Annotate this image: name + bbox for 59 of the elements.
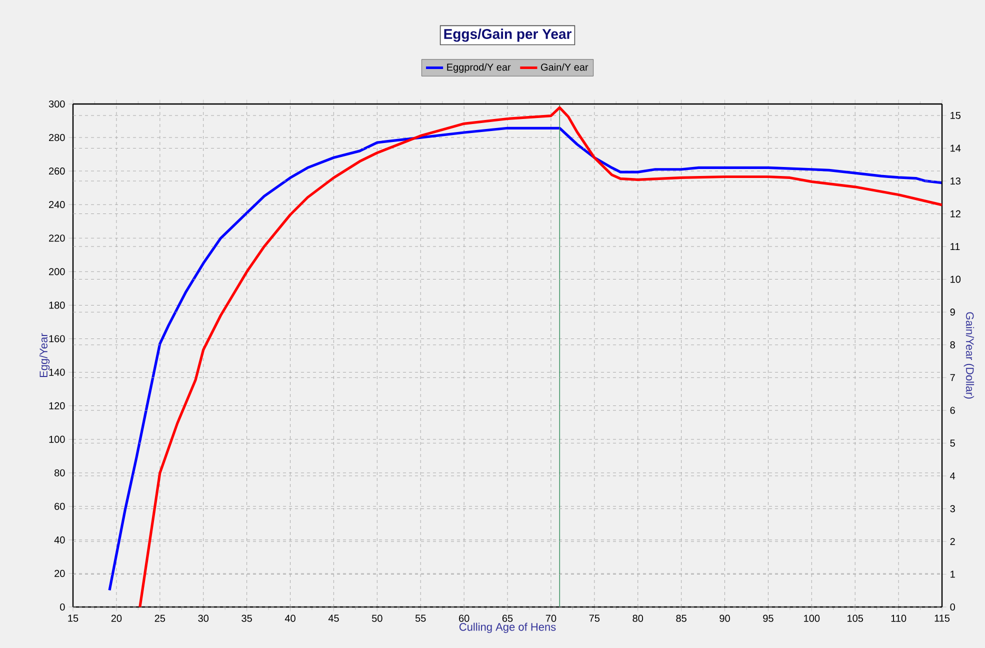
legend-label: Eggprod/Y ear [447,63,511,73]
x-tick-label: 55 [415,614,426,622]
x-tick-label: 95 [763,614,774,622]
y-tick-label: 260 [49,168,65,175]
x-tick-label: 50 [372,614,382,622]
y2-tick-label: 7 [950,374,955,382]
x-tick-label: 80 [632,614,644,622]
x-tick-label: 20 [111,614,122,622]
chart-title: Eggs/Gain per Year [444,28,572,42]
y-tick-label: 240 [49,201,65,208]
x-tick-label: 115 [934,614,950,622]
y2-tick-label: 1 [950,570,955,578]
y-tick-label: 180 [49,302,65,309]
x-tick-label: 65 [502,614,513,622]
x-tick-label: 110 [891,614,906,622]
y-tick-label: 160 [49,335,65,342]
x-tick-label: 30 [198,614,209,622]
y-tick-label: 80 [54,469,65,476]
y-axis-title: Egg/Year [39,333,50,378]
y-tick-label: 300 [48,100,65,108]
y2-tick-label: 13 [950,177,960,185]
x-tick-label: 25 [154,614,166,622]
x-tick-label: 90 [720,614,730,622]
y2-axis-title: Gain/Year (Dollar) [964,312,974,399]
y2-tick-label: 3 [950,505,955,512]
x-tick-label: 45 [328,614,339,622]
y-tick-label: 0 [60,603,65,611]
y-tick-label: 20 [54,570,65,578]
y2-tick-label: 11 [950,243,960,250]
x-tick-label: 105 [848,614,864,622]
y-tick-label: 280 [49,134,65,142]
x-tick-label: 70 [546,614,556,622]
y-tick-label: 220 [49,234,65,242]
y-tick-label: 140 [49,368,65,376]
y2-tick-label: 5 [950,440,955,447]
y2-tick-label: 8 [950,341,955,348]
y2-tick-label: 9 [950,308,955,316]
y-tick-label: 40 [54,536,65,544]
x-axis-title: Culling Age of Hens [459,622,556,633]
x-tick-label: 75 [589,614,600,622]
y2-tick-label: 12 [950,210,960,218]
x-tick-label: 85 [676,614,686,622]
x-tick-label: 40 [284,614,296,622]
y2-tick-label: 2 [950,538,955,545]
y2-tick-label: 15 [950,112,961,119]
y-tick-label: 60 [54,502,65,510]
y-tick-label: 120 [49,402,65,410]
y-tick-label: 100 [49,436,65,443]
x-tick-label: 100 [804,614,820,622]
y2-tick-label: 4 [950,472,956,480]
y2-tick-label: 14 [950,144,961,152]
x-tick-label: 15 [68,614,78,622]
y2-tick-label: 6 [950,406,955,414]
legend-label: Gain/Y ear [541,63,588,71]
y2-tick-label: 10 [950,276,961,283]
x-tick-label: 35 [242,614,252,622]
x-tick-label: 60 [458,614,470,622]
y2-tick-label: 0 [950,603,955,611]
y-tick-label: 200 [49,268,65,276]
